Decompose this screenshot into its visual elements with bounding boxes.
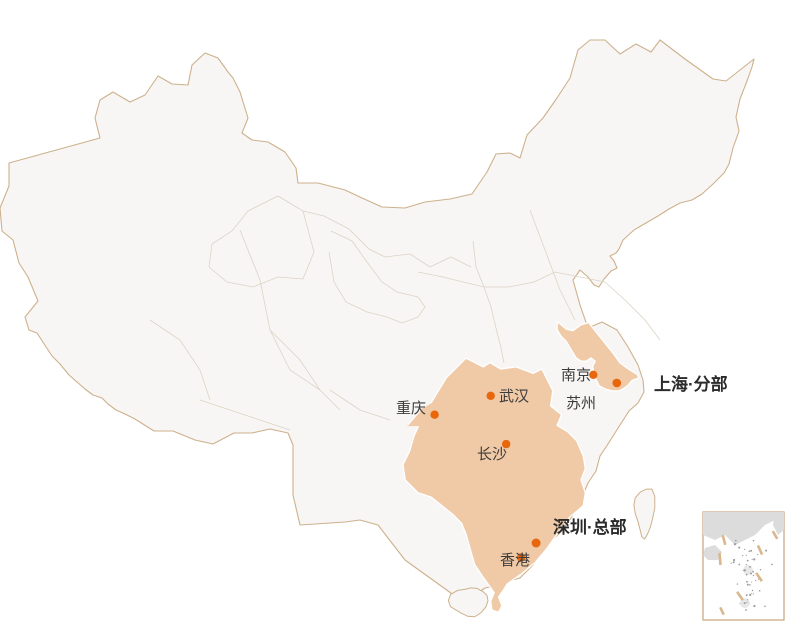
- svg-text:苏州: 苏州: [566, 395, 596, 412]
- svg-text:长沙: 长沙: [477, 446, 507, 463]
- svg-text:深圳·总部: 深圳·总部: [553, 517, 627, 537]
- svg-text:上海·分部: 上海·分部: [654, 374, 728, 394]
- svg-text:武汉: 武汉: [499, 388, 529, 405]
- svg-text:南京: 南京: [561, 367, 591, 384]
- svg-text:香港: 香港: [500, 552, 530, 569]
- svg-text:重庆: 重庆: [396, 400, 426, 417]
